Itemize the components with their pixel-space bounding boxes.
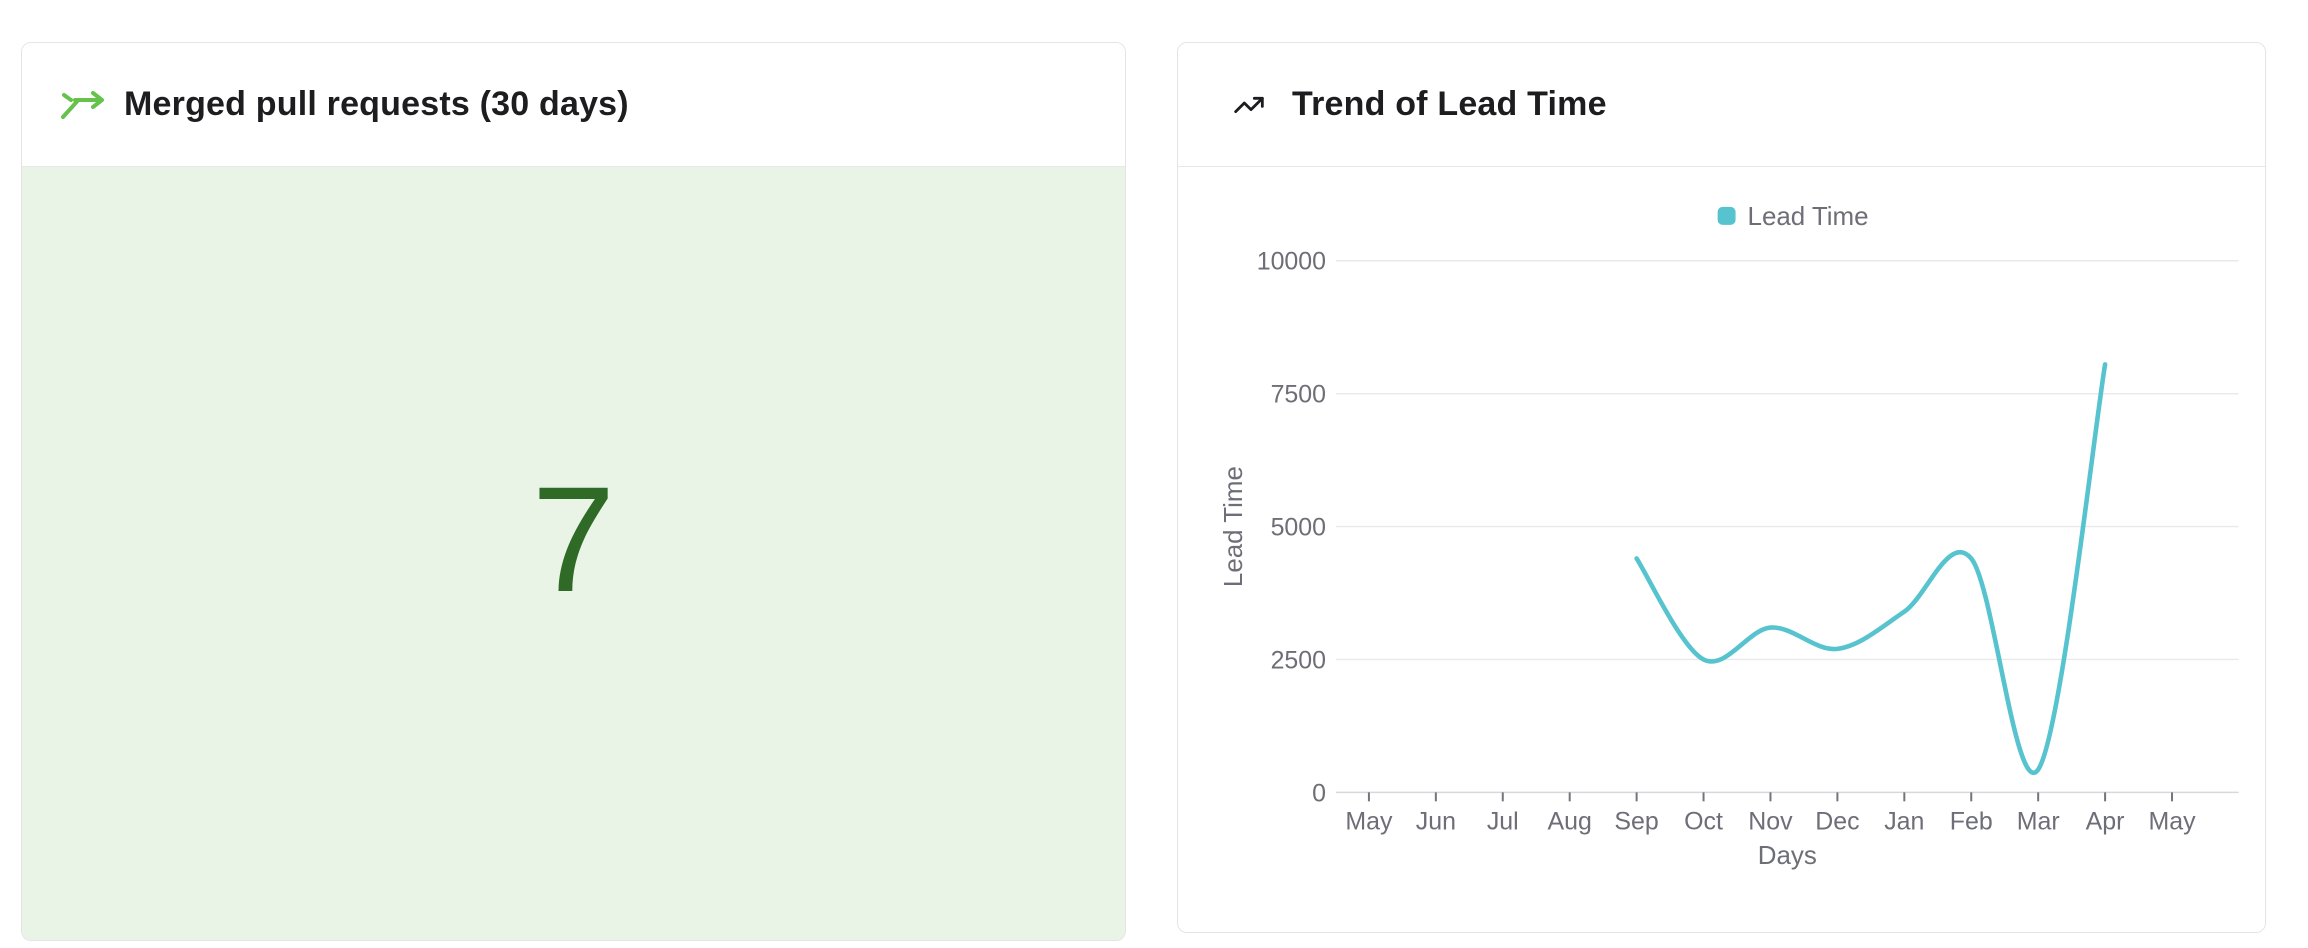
chart-plot-area[interactable] bbox=[1336, 221, 2239, 793]
lead-time-line bbox=[1634, 362, 2108, 775]
svg-text:Sep: Sep bbox=[1614, 807, 1658, 835]
svg-text:Apr: Apr bbox=[2086, 807, 2125, 835]
y-axis-labels: 0 2500 5000 7500 10000 bbox=[1257, 248, 1326, 808]
lead-time-card-header: Trend of Lead Time bbox=[1178, 43, 2265, 167]
lead-time-chart-panel: 0 2500 5000 7500 10000 May Jun Jul Aug Sep Oct Nov D… bbox=[1178, 167, 2265, 932]
x-axis-labels: May Jun Jul Aug Sep Oct Nov Dec Jan Feb Mar Apr May bbox=[1345, 807, 2196, 835]
x-axis-title: Days bbox=[1758, 842, 1817, 870]
trending-up-icon bbox=[1234, 96, 1264, 113]
svg-text:Jan: Jan bbox=[1884, 807, 1924, 835]
svg-text:0: 0 bbox=[1312, 779, 1326, 807]
svg-text:Jul: Jul bbox=[1487, 807, 1519, 835]
merged-pr-count-panel: 7 bbox=[22, 167, 1125, 940]
merged-pr-card-header: Merged pull requests (30 days) bbox=[22, 43, 1125, 167]
merged-pr-card: Merged pull requests (30 days) 7 bbox=[21, 42, 1126, 941]
legend-swatch bbox=[1717, 206, 1736, 225]
svg-text:5000: 5000 bbox=[1271, 514, 1326, 542]
svg-text:May: May bbox=[2148, 807, 2196, 835]
svg-text:7500: 7500 bbox=[1271, 381, 1326, 409]
svg-text:May: May bbox=[1345, 807, 1393, 835]
lead-time-chart[interactable]: 0 2500 5000 7500 10000 May Jun Jul Aug Sep Oct Nov D… bbox=[1178, 167, 2265, 932]
svg-text:Jun: Jun bbox=[1416, 807, 1456, 835]
legend-item-lead-time[interactable]: Lead Time bbox=[1717, 203, 1869, 231]
merged-pr-card-title: Merged pull requests (30 days) bbox=[124, 85, 629, 123]
y-axis-title: Lead Time bbox=[1220, 466, 1248, 587]
svg-text:Feb: Feb bbox=[1950, 807, 1993, 835]
lead-time-trend-card: Trend of Lead Time 0 2500 5000 7500 10000 May… bbox=[1177, 42, 2266, 933]
git-merge-arrow-icon bbox=[61, 90, 104, 119]
legend-label: Lead Time bbox=[1748, 203, 1869, 231]
svg-text:Nov: Nov bbox=[1748, 807, 1793, 835]
svg-text:Dec: Dec bbox=[1815, 807, 1859, 835]
gridlines bbox=[1336, 260, 2239, 794]
svg-text:Aug: Aug bbox=[1548, 807, 1592, 835]
lead-time-card-title: Trend of Lead Time bbox=[1292, 85, 1607, 123]
svg-text:2500: 2500 bbox=[1271, 646, 1326, 674]
svg-text:10000: 10000 bbox=[1257, 248, 1326, 276]
merged-pr-count-value: 7 bbox=[531, 454, 616, 623]
x-axis-ticks bbox=[1367, 792, 2174, 802]
svg-text:Mar: Mar bbox=[2017, 807, 2060, 835]
svg-text:Oct: Oct bbox=[1684, 807, 1723, 835]
